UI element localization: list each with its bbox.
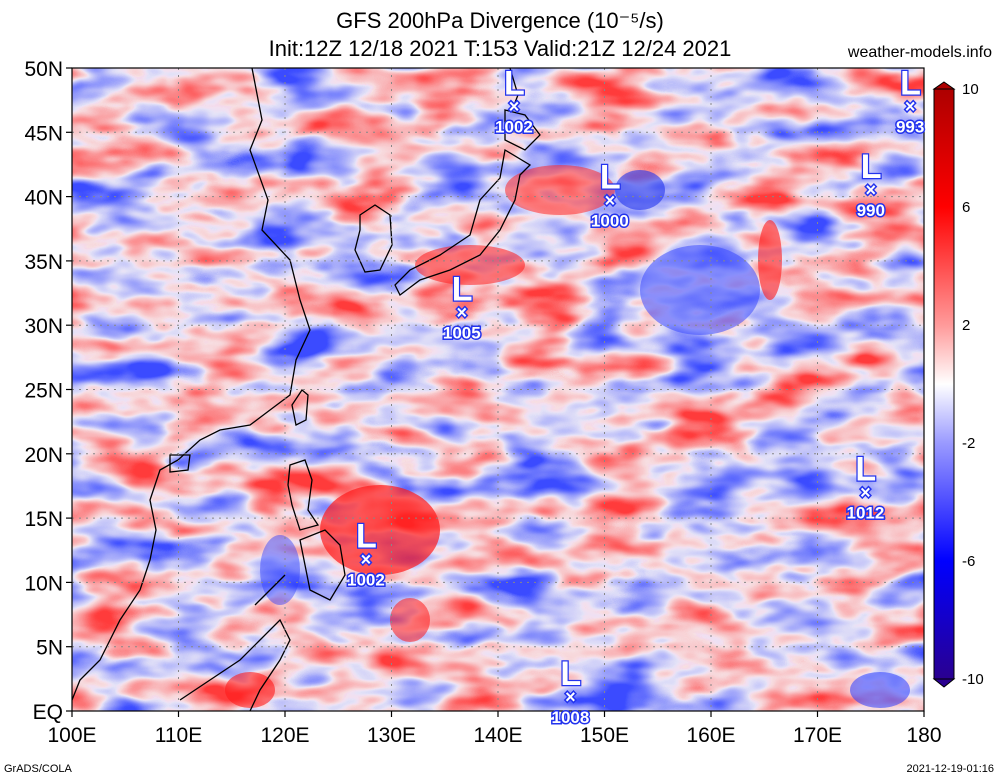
lon-tick-label: 150E xyxy=(580,724,629,747)
colorbar-labels: 10 6 2 -2 -6 -10 xyxy=(962,81,984,688)
chart-title: GFS 200hPa Divergence (10⁻⁵/s) xyxy=(336,8,664,33)
coastline-borneo xyxy=(179,618,291,711)
lon-tick-label: 100E xyxy=(47,724,96,747)
coastline-sakhalin xyxy=(509,68,519,111)
lon-tick-label: 180 xyxy=(906,724,941,747)
low-1002-south: L×1002 xyxy=(346,516,387,591)
low-1002-north: L×1002 xyxy=(494,63,535,138)
low-1012: L×1012 xyxy=(845,449,886,524)
colorbar-bar xyxy=(933,88,955,680)
low-990: L×990 xyxy=(855,147,886,222)
low-center-marker: × xyxy=(509,97,520,117)
colorbar-label: 6 xyxy=(962,199,970,216)
colorbar-label: -2 xyxy=(962,435,975,452)
chart-subtitle: Init:12Z 12/18 2021 T:153 Valid:21Z 12/2… xyxy=(268,36,732,61)
lon-tick-label: 120E xyxy=(260,724,309,747)
low-pressure-value: 1005 xyxy=(443,323,481,342)
low-1000: L×1000 xyxy=(589,157,630,232)
coastline-japan xyxy=(394,148,532,296)
coastline-palawan xyxy=(254,574,286,606)
lat-tick-label: 45N xyxy=(24,122,63,145)
low-1005: L×1005 xyxy=(441,269,482,344)
low-1008: L×1008 xyxy=(550,654,591,729)
colorbar: 10 6 2 -2 -6 -10 xyxy=(932,81,984,688)
low-center-marker: × xyxy=(905,97,916,117)
lon-tick-label: 170E xyxy=(793,724,842,747)
coastlines xyxy=(72,68,541,711)
low-symbol: L xyxy=(861,148,882,186)
latitude-labels: 50N 45N 40N 35N 30N 25N 20N 15N 10N 5N EQ xyxy=(24,58,63,724)
brand-label: weather-models.info xyxy=(847,44,992,61)
low-pressure-value: 1002 xyxy=(495,118,533,137)
coastline-korea-peninsula xyxy=(354,204,393,273)
lon-tick-label: 110E xyxy=(155,724,203,747)
low-symbol: L xyxy=(855,450,876,488)
colorbar-top-cap xyxy=(932,81,956,90)
low-993: L×993 xyxy=(894,63,925,138)
low-center-marker: × xyxy=(565,687,576,707)
lat-tick-label: 5N xyxy=(36,637,63,660)
low-center-marker: × xyxy=(865,180,876,200)
low-pressure-value: 990 xyxy=(857,201,885,220)
lat-tick-label: 30N xyxy=(24,315,63,338)
low-center-marker: × xyxy=(457,302,468,322)
grid-lines xyxy=(72,68,924,711)
coastline-luzon xyxy=(287,459,320,531)
footer-timestamp: 2021-12-19-01:16 xyxy=(906,763,994,775)
low-center-marker: × xyxy=(605,190,616,210)
colorbar-label: 2 xyxy=(962,317,970,334)
colorbar-bottom-cap xyxy=(932,678,956,688)
low-symbol: L xyxy=(900,65,921,103)
lat-tick-label: 50N xyxy=(24,58,63,81)
lat-tick-label: 15N xyxy=(24,508,63,531)
lat-tick-label: 35N xyxy=(24,251,63,274)
low-pressure-value: 1002 xyxy=(347,570,385,589)
footer-software-label: GrADS/COLA xyxy=(4,763,72,775)
low-pressure-markers: L×1002L×993L×1000L×990L×1005L×1012L×1002… xyxy=(346,63,926,729)
low-symbol: L xyxy=(560,655,581,693)
low-center-marker: × xyxy=(361,549,372,569)
low-pressure-value: 1000 xyxy=(591,211,629,230)
low-center-marker: × xyxy=(860,482,871,502)
lat-tick-label: EQ xyxy=(33,701,63,724)
lat-tick-label: 10N xyxy=(24,572,63,595)
lon-tick-label: 130E xyxy=(367,724,416,747)
colorbar-label: 10 xyxy=(962,81,979,98)
longitude-labels: 100E 110E 120E 130E 140E 150E 160E 170E 180 xyxy=(47,724,941,747)
coastline-taiwan xyxy=(291,389,309,426)
lat-tick-label: 40N xyxy=(24,187,63,210)
coastline-asia-mainland xyxy=(72,68,311,701)
low-symbol: L xyxy=(504,65,525,103)
lat-tick-label: 20N xyxy=(24,444,63,467)
colorbar-label: -6 xyxy=(962,553,975,570)
low-symbol: L xyxy=(452,270,473,308)
low-pressure-value: 1012 xyxy=(847,503,885,522)
lat-tick-label: 25N xyxy=(24,380,63,403)
low-pressure-value: 1008 xyxy=(552,708,590,727)
lon-tick-label: 160E xyxy=(686,724,735,747)
coastline-hokkaido xyxy=(504,109,541,151)
low-symbol: L xyxy=(356,517,377,555)
low-symbol: L xyxy=(600,158,621,196)
colorbar-label: -10 xyxy=(962,671,984,688)
coastline-hainan xyxy=(169,454,191,473)
coastline-philippines-south xyxy=(299,529,346,601)
tick-marks xyxy=(66,67,925,717)
low-pressure-value: 993 xyxy=(896,118,924,137)
lon-tick-label: 140E xyxy=(473,724,522,747)
